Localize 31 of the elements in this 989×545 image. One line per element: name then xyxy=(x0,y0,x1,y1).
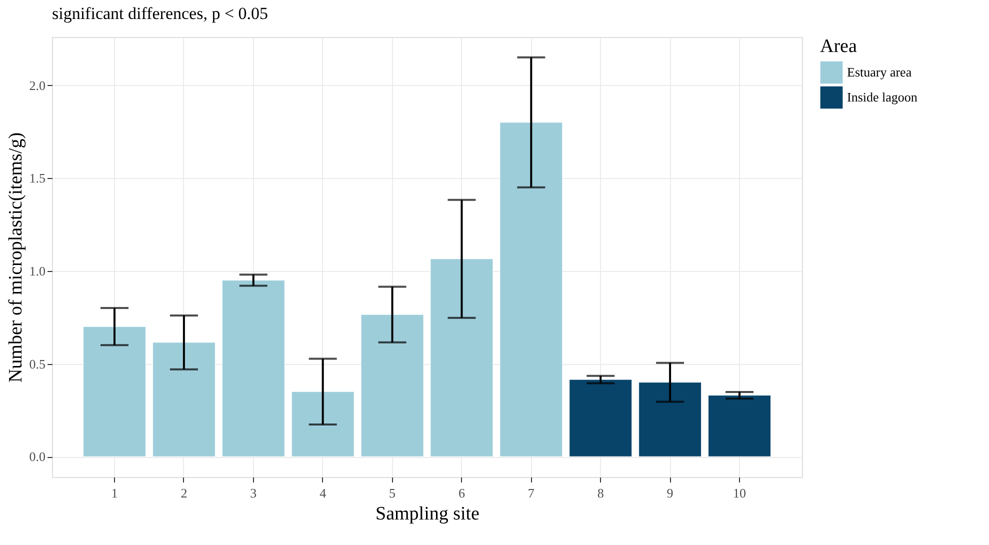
bar xyxy=(152,342,216,457)
x-tick-label: 5 xyxy=(389,486,396,500)
y-tick-label: 0.0 xyxy=(29,449,46,464)
x-tick-label: 8 xyxy=(597,486,604,500)
bar xyxy=(83,326,146,457)
y-tick-label: 0.5 xyxy=(29,356,46,372)
x-axis-title: Sampling site xyxy=(376,504,480,524)
y-tick-label: 1.0 xyxy=(29,263,46,278)
bar xyxy=(291,391,354,457)
bar xyxy=(500,122,563,457)
bar xyxy=(708,395,771,457)
y-tick-label: 1.5 xyxy=(29,170,46,186)
legend-label: Inside lagoon xyxy=(847,90,918,104)
x-tick-label: 7 xyxy=(528,486,535,500)
legend-title: Area xyxy=(820,36,858,57)
bar xyxy=(569,379,632,457)
bar xyxy=(430,258,494,457)
x-tick-label: 4 xyxy=(320,486,327,500)
chart-title: significant differences, p < 0.05 xyxy=(52,4,268,23)
x-tick-label: 9 xyxy=(666,486,674,500)
y-axis-title: Number of microplastic(items/g) xyxy=(5,132,26,383)
bar xyxy=(222,280,285,457)
x-tick-label: 10 xyxy=(733,486,746,500)
y-tick-label: 2.0 xyxy=(29,78,46,93)
x-tick-label: 3 xyxy=(250,486,257,500)
x-tick-label: 1 xyxy=(111,486,118,500)
bar xyxy=(360,314,424,457)
legend-label: Estuary area xyxy=(847,64,912,80)
x-tick-label: 6 xyxy=(458,486,466,500)
bar xyxy=(638,382,702,457)
x-tick-label: 2 xyxy=(180,486,188,500)
